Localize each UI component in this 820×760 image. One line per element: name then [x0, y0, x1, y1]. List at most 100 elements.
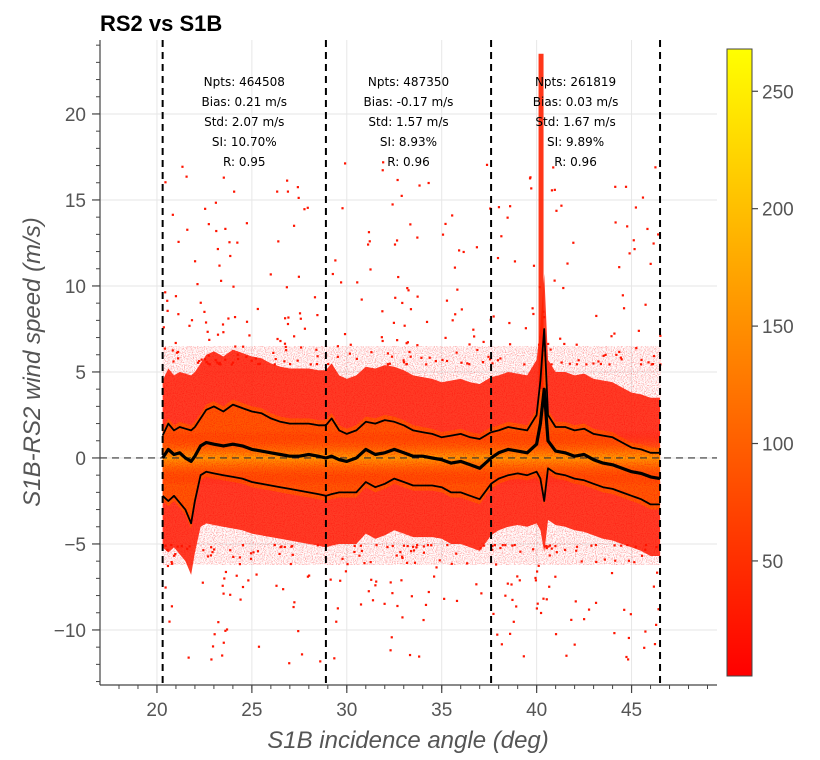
outlier-point	[258, 362, 262, 365]
outlier-point	[618, 266, 621, 269]
outlier-point	[500, 235, 503, 238]
outlier-point	[204, 321, 208, 324]
outlier-point	[475, 583, 478, 586]
outlier-point	[395, 554, 398, 557]
outlier-point	[366, 243, 370, 246]
outlier-point	[394, 296, 397, 299]
axes: 20 25 30 35 40 45 −10 −5 0 5 10 15 20	[54, 40, 717, 721]
outlier-point	[652, 355, 656, 358]
outlier-point	[327, 362, 330, 366]
outlier-point	[225, 628, 229, 631]
spike-cloud	[538, 53, 544, 390]
outlier-point	[389, 649, 392, 652]
outlier-point	[550, 547, 553, 550]
outlier-point	[418, 655, 421, 658]
outlier-point	[202, 549, 205, 552]
outlier-point	[273, 363, 276, 366]
outlier-point	[218, 264, 221, 267]
outlier-point	[217, 362, 221, 366]
outlier-point	[444, 222, 447, 226]
outlier-point	[343, 332, 347, 336]
outlier-point	[368, 240, 371, 243]
outlier-point	[542, 597, 545, 600]
outlier-point	[433, 575, 436, 578]
outlier-point	[615, 353, 618, 356]
outlier-point	[208, 338, 211, 341]
outlier-point	[298, 312, 302, 315]
outlier-point	[348, 352, 351, 355]
outlier-point	[285, 349, 288, 352]
outlier-point	[509, 632, 512, 635]
outlier-point	[491, 548, 494, 551]
outlier-point	[282, 588, 285, 591]
outlier-point	[196, 283, 199, 286]
outlier-point	[639, 363, 643, 366]
outlier-point	[549, 348, 552, 351]
outlier-point	[291, 545, 294, 548]
outlier-point	[407, 289, 410, 292]
outlier-point	[644, 303, 647, 306]
outlier-point	[416, 295, 419, 298]
outlier-point	[172, 360, 175, 363]
outlier-point	[408, 350, 411, 354]
y-tick-label: −10	[54, 621, 86, 642]
outlier-point	[416, 543, 419, 547]
outlier-point	[181, 165, 184, 168]
outlier-point	[476, 348, 479, 352]
outlier-point	[222, 176, 225, 179]
stat-std: Std: 1.67 m/s	[535, 115, 615, 129]
outlier-point	[341, 207, 344, 210]
outlier-point	[396, 604, 399, 608]
outlier-point	[286, 179, 289, 182]
outlier-point	[229, 254, 232, 258]
outlier-point	[390, 355, 394, 358]
outlier-point	[485, 163, 489, 166]
outlier-point	[383, 602, 386, 605]
outlier-point	[391, 544, 394, 548]
outlier-point	[341, 557, 344, 560]
outlier-point	[499, 357, 502, 360]
outlier-point	[496, 633, 499, 636]
outlier-point	[406, 341, 409, 344]
outlier-point	[166, 309, 169, 312]
outlier-point	[548, 554, 551, 557]
outlier-point	[254, 357, 257, 360]
outlier-point	[613, 332, 616, 335]
outlier-point	[531, 307, 534, 310]
outlier-point	[387, 363, 390, 366]
outlier-point	[434, 360, 437, 363]
outlier-point	[249, 557, 253, 560]
stat-bias: Bias: 0.03 m/s	[533, 95, 619, 109]
stat-npts: Npts: 487350	[368, 75, 449, 89]
outlier-point	[343, 162, 347, 165]
stat-npts: Npts: 464508	[204, 75, 285, 89]
outlier-point	[575, 549, 578, 552]
outlier-point	[634, 545, 637, 548]
outlier-point	[276, 190, 279, 193]
outlier-point	[500, 643, 503, 646]
outlier-point	[176, 357, 180, 360]
outlier-point	[450, 562, 453, 565]
outlier-point	[335, 620, 338, 623]
outlier-point	[308, 574, 311, 577]
upper-std-line	[161, 328, 660, 454]
outlier-point	[516, 575, 519, 578]
outlier-point	[532, 312, 535, 316]
outlier-point	[554, 544, 557, 548]
outlier-point	[637, 329, 640, 332]
outlier-point	[482, 544, 485, 547]
outlier-point	[416, 344, 419, 347]
outlier-point	[391, 203, 394, 206]
outlier-point	[222, 592, 225, 595]
outlier-point	[519, 550, 522, 553]
outlier-point	[369, 561, 372, 564]
outlier-point	[291, 553, 294, 556]
outlier-point	[575, 545, 579, 548]
outlier-point	[608, 363, 611, 366]
outlier-point	[512, 620, 515, 623]
stat-std: Std: 1.57 m/s	[368, 115, 448, 129]
y-tick-label: 20	[65, 105, 86, 126]
outlier-point	[560, 361, 563, 364]
outlier-point	[640, 358, 643, 362]
stat-r: R: 0.96	[387, 155, 430, 169]
